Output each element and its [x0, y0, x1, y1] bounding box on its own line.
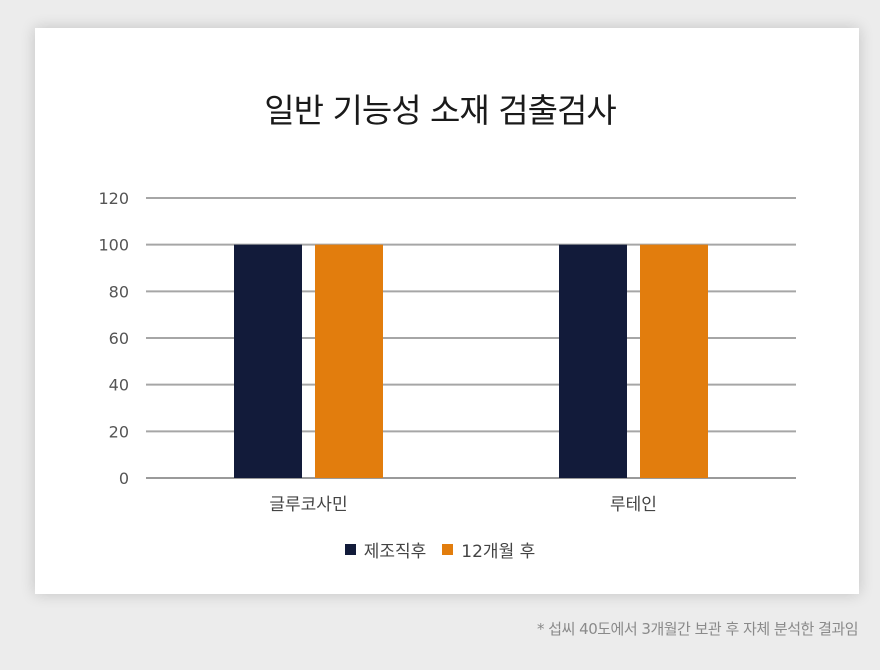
y-tick-label: 60	[109, 329, 129, 348]
bar	[234, 244, 302, 478]
chart-card	[35, 28, 859, 594]
legend-label: 제조직후	[363, 542, 427, 562]
chart-title: 일반 기능성 소재 검출검사	[264, 91, 616, 130]
bar	[559, 244, 627, 478]
y-tick-label: 100	[98, 236, 129, 255]
x-tick-label: 루테인	[610, 495, 657, 515]
legend-label: 12개월 후	[461, 542, 536, 562]
footnote: * 섭씨 40도에서 3개월간 보관 후 자체 분석한 결과임	[537, 620, 858, 638]
legend-entry: 제조직후	[344, 537, 427, 562]
y-tick-label: 20	[109, 422, 129, 441]
legend-entry: 12개월 후	[442, 537, 535, 562]
legend-swatch	[442, 544, 454, 555]
y-tick-label: 80	[109, 282, 129, 301]
legend-swatch	[344, 544, 356, 555]
chart-legend: 제조직후 12개월 후	[0, 537, 880, 562]
y-tick-label: 120	[98, 189, 129, 208]
bar	[315, 244, 383, 478]
y-tick-label: 40	[109, 376, 129, 395]
y-tick-label: 0	[119, 469, 129, 488]
bar	[640, 244, 708, 478]
x-tick-label: 글루코사민	[269, 495, 347, 515]
